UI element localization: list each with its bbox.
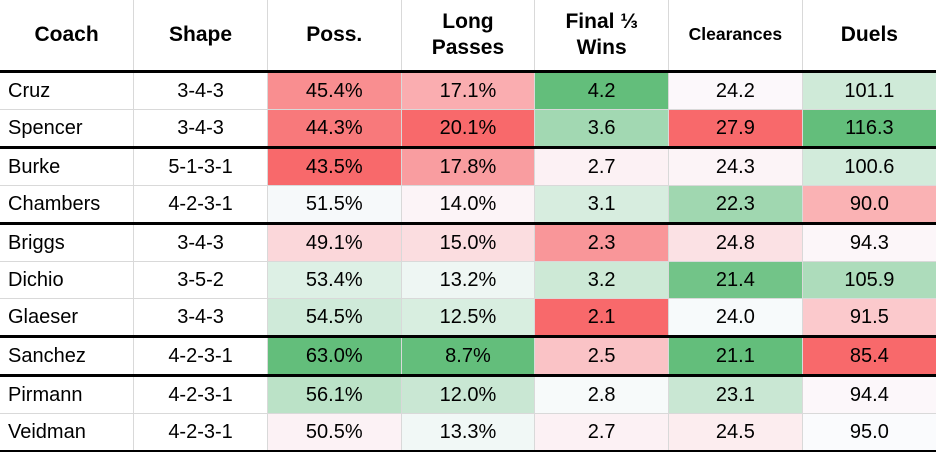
cell-coach: Cruz (0, 71, 134, 110)
cell-shape: 3-5-2 (133, 261, 268, 299)
cell-clearances: 21.1 (668, 336, 803, 376)
column-header-poss: Poss. (266, 0, 402, 73)
table-header: Coach Shape Poss. Long Passes Final ⅓ Wins Cl… (0, 0, 936, 73)
table-body: Cruz 3-4-3 45.4% 17.1% 4.2 24.2 101.1 Spencer 3-… (0, 71, 936, 451)
column-header-coach: Coach (0, 0, 134, 73)
cell-final_third_wins: 2.5 (534, 336, 669, 376)
cell-duels: 85.4 (801, 336, 936, 376)
cell-long_passes: 12.0% (400, 375, 535, 414)
cell-coach: Spencer (0, 109, 134, 148)
cell-coach: Burke (0, 147, 134, 186)
cell-poss: 53.4% (266, 261, 402, 299)
cell-shape: 3-4-3 (133, 223, 268, 262)
column-header-shape: Shape (133, 0, 268, 73)
cell-long_passes: 20.1% (400, 109, 535, 148)
cell-duels: 105.9 (801, 261, 936, 299)
table-row: Pirmann 4-2-3-1 56.1% 12.0% 2.8 23.1 94.4 (0, 375, 936, 414)
cell-final_third_wins: 3.6 (534, 109, 669, 148)
cell-poss: 63.0% (266, 336, 402, 376)
cell-coach: Glaeser (0, 298, 134, 337)
cell-final_third_wins: 2.7 (534, 147, 669, 186)
cell-final_third_wins: 2.8 (534, 375, 669, 414)
cell-long_passes: 17.1% (400, 71, 535, 110)
cell-poss: 50.5% (266, 413, 402, 451)
cell-shape: 4-2-3-1 (133, 413, 268, 451)
cell-coach: Veidman (0, 413, 134, 451)
cell-long_passes: 13.2% (400, 261, 535, 299)
cell-shape: 3-4-3 (133, 298, 268, 337)
column-header-duels: Duels (801, 0, 936, 73)
header-row: Coach Shape Poss. Long Passes Final ⅓ Wins Cl… (0, 0, 936, 73)
table-row: Cruz 3-4-3 45.4% 17.1% 4.2 24.2 101.1 (0, 71, 936, 110)
cell-shape: 5-1-3-1 (133, 147, 268, 186)
cell-long_passes: 14.0% (400, 185, 535, 224)
cell-duels: 94.4 (801, 375, 936, 414)
table-row: Burke 5-1-3-1 43.5% 17.8% 2.7 24.3 100.6 (0, 147, 936, 186)
cell-clearances: 24.5 (668, 413, 803, 451)
cell-shape: 3-4-3 (133, 109, 268, 148)
cell-shape: 4-2-3-1 (133, 185, 268, 224)
cell-duels: 90.0 (801, 185, 936, 224)
table-row: Chambers 4-2-3-1 51.5% 14.0% 3.1 22.3 90.0 (0, 185, 936, 224)
column-header-long_passes: Long Passes (400, 0, 535, 73)
cell-shape: 4-2-3-1 (133, 336, 268, 376)
cell-clearances: 24.3 (668, 147, 803, 186)
cell-final_third_wins: 3.1 (534, 185, 669, 224)
cell-duels: 100.6 (801, 147, 936, 186)
cell-duels: 94.3 (801, 223, 936, 262)
cell-long_passes: 12.5% (400, 298, 535, 337)
cell-poss: 51.5% (266, 185, 402, 224)
cell-coach: Sanchez (0, 336, 134, 376)
table-row: Briggs 3-4-3 49.1% 15.0% 2.3 24.8 94.3 (0, 223, 936, 262)
cell-clearances: 27.9 (668, 109, 803, 148)
cell-duels: 91.5 (801, 298, 936, 337)
cell-poss: 45.4% (266, 71, 402, 110)
table-row: Veidman 4-2-3-1 50.5% 13.3% 2.7 24.5 95.0 (0, 413, 936, 451)
cell-final_third_wins: 2.1 (534, 298, 669, 337)
column-header-clearances: Clearances (668, 0, 803, 73)
cell-final_third_wins: 3.2 (534, 261, 669, 299)
cell-long_passes: 8.7% (400, 336, 535, 376)
cell-poss: 44.3% (266, 109, 402, 148)
cell-coach: Dichio (0, 261, 134, 299)
cell-duels: 101.1 (801, 71, 936, 110)
cell-clearances: 24.8 (668, 223, 803, 262)
cell-long_passes: 15.0% (400, 223, 535, 262)
cell-shape: 4-2-3-1 (133, 375, 268, 414)
cell-poss: 49.1% (266, 223, 402, 262)
cell-poss: 54.5% (266, 298, 402, 337)
cell-duels: 116.3 (801, 109, 936, 148)
cell-clearances: 24.0 (668, 298, 803, 337)
cell-coach: Briggs (0, 223, 134, 262)
cell-final_third_wins: 2.7 (534, 413, 669, 451)
cell-shape: 3-4-3 (133, 71, 268, 110)
table-row: Spencer 3-4-3 44.3% 20.1% 3.6 27.9 116.3 (0, 109, 936, 148)
table-row: Sanchez 4-2-3-1 63.0% 8.7% 2.5 21.1 85.4 (0, 336, 936, 376)
cell-final_third_wins: 4.2 (534, 71, 669, 110)
cell-duels: 95.0 (801, 413, 936, 451)
cell-clearances: 22.3 (668, 185, 803, 224)
cell-long_passes: 13.3% (400, 413, 535, 451)
table-row: Dichio 3-5-2 53.4% 13.2% 3.2 21.4 105.9 (0, 261, 936, 299)
cell-poss: 43.5% (266, 147, 402, 186)
cell-poss: 56.1% (266, 375, 402, 414)
table-row: Glaeser 3-4-3 54.5% 12.5% 2.1 24.0 91.5 (0, 298, 936, 337)
cell-clearances: 24.2 (668, 71, 803, 110)
cell-coach: Chambers (0, 185, 134, 224)
cell-coach: Pirmann (0, 375, 134, 414)
cell-long_passes: 17.8% (400, 147, 535, 186)
cell-clearances: 21.4 (668, 261, 803, 299)
cell-final_third_wins: 2.3 (534, 223, 669, 262)
cell-clearances: 23.1 (668, 375, 803, 414)
column-header-final_third_wins: Final ⅓ Wins (534, 0, 669, 73)
